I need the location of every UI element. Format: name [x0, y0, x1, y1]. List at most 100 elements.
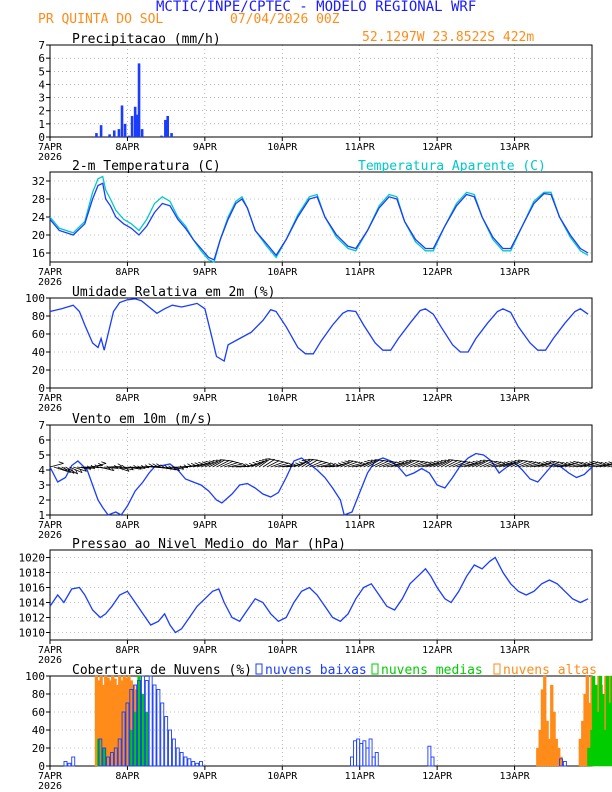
cloud-bar — [109, 752, 114, 767]
x-tick-year-label: 2026 — [38, 277, 62, 288]
cloud-bar — [199, 761, 203, 767]
wind-barb — [429, 461, 443, 468]
x-tick-label: 10APR — [267, 142, 298, 153]
wind-barb-head — [549, 460, 555, 463]
wind-barb-head — [437, 460, 443, 463]
cloud-bar — [102, 747, 107, 767]
wind-barb-head — [542, 461, 548, 464]
cloud-bar — [171, 738, 176, 767]
wind-barb-head — [364, 460, 370, 464]
wind-barb-head — [518, 459, 524, 462]
wind-barb-head — [321, 460, 327, 464]
wind-barb — [591, 463, 606, 468]
wind-barb — [409, 461, 424, 468]
x-tick-label: 12APR — [422, 771, 453, 782]
panel-title: Pressao ao Nivel Medio do Mar (hPa) — [72, 537, 346, 552]
precipitation-bar — [95, 133, 98, 137]
wind-barb-head — [562, 461, 568, 465]
wind-barb — [436, 460, 450, 468]
wind-barb — [584, 462, 598, 468]
wind-barb-head — [156, 463, 161, 467]
x-tick-label: 7APR — [38, 520, 63, 531]
wind-barb — [386, 462, 401, 468]
run-date-label: 07/04/2026 00Z — [230, 12, 340, 27]
wind-barb — [417, 462, 432, 468]
cloud-bar — [156, 689, 161, 767]
y-tick-label: 3 — [38, 479, 45, 492]
wind-barb — [425, 462, 439, 468]
wind-barb — [193, 462, 207, 468]
precipitation-bar — [117, 129, 121, 137]
cloud-bar — [183, 756, 188, 767]
legend-label: nuvens altas — [503, 663, 597, 678]
wind-barb-head — [511, 460, 517, 463]
precipitation-bar — [123, 123, 127, 137]
wind-barb-head — [325, 461, 331, 465]
cloud-bar — [164, 716, 169, 767]
y-tick-label: 1020 — [19, 552, 46, 565]
wind-barb — [73, 466, 87, 472]
wind-barb-head — [569, 461, 575, 464]
wind-barb — [80, 466, 95, 469]
wind-barb — [440, 459, 454, 468]
x-tick-label: 10APR — [267, 267, 298, 278]
wind-barb-head — [301, 460, 307, 462]
wind-barb-head — [581, 461, 587, 465]
wind-barb — [309, 460, 323, 468]
wind-barb-head — [194, 462, 200, 466]
x-tick-label: 10APR — [267, 520, 298, 531]
series-line — [49, 556, 589, 634]
wind-barb — [448, 460, 462, 468]
wind-barb-head — [491, 460, 497, 463]
wind-barb-head — [317, 460, 323, 462]
wind-barb-head — [503, 461, 509, 464]
wind-barb — [336, 461, 350, 468]
x-tick-label: 13APR — [500, 142, 531, 153]
wind-barb — [258, 458, 271, 468]
cloud-bar — [148, 675, 153, 767]
cloud-bar — [125, 702, 130, 767]
x-tick-label: 8APR — [115, 393, 140, 404]
wind-barb-head — [444, 459, 450, 462]
panel-title: Umidade Relativa em 2m (%) — [72, 285, 276, 300]
x-tick-label: 10APR — [267, 645, 298, 656]
wind-barb — [363, 460, 377, 468]
wind-barb — [537, 462, 552, 468]
cloud-bar — [152, 684, 157, 767]
wind-barb-head — [409, 459, 415, 462]
x-tick-label: 11APR — [345, 645, 376, 656]
y-tick-label: 0 — [38, 382, 45, 395]
precipitation-bar — [130, 115, 134, 137]
cloud-bar — [195, 762, 200, 767]
x-tick-year-label: 2026 — [38, 152, 62, 163]
x-tick-label: 13APR — [500, 520, 531, 531]
wind-barb-head — [406, 460, 412, 462]
y-tick-label: 6 — [38, 434, 45, 447]
y-tick-label: 1014 — [19, 597, 46, 610]
y-tick-label: 6 — [38, 52, 45, 65]
wind-barb-head — [97, 462, 103, 466]
wind-barb — [84, 466, 99, 469]
wind-barb — [526, 462, 540, 468]
cloud-bar — [106, 756, 111, 767]
wind-barb — [127, 466, 142, 470]
panel-title: Precipitacao (mm/h) — [72, 32, 221, 47]
y-tick-label: 20 — [32, 364, 45, 377]
wind-barb — [444, 460, 458, 468]
cloud-bar — [140, 675, 145, 767]
panel-title: 2-m Temperatura (C) — [72, 159, 221, 174]
precipitation-bar — [160, 135, 163, 137]
wind-barb — [131, 466, 146, 469]
wind-barb — [560, 462, 575, 468]
wind-barb-head — [58, 461, 64, 464]
wind-barb — [533, 462, 548, 468]
wind-barb-head — [274, 459, 280, 462]
wind-barb-head — [472, 460, 478, 464]
cloud-bar — [179, 752, 184, 767]
y-tick-label: 20 — [32, 229, 45, 242]
wind-barb — [367, 459, 380, 468]
wind-barb — [487, 462, 501, 468]
x-tick-year-label: 2026 — [38, 530, 62, 541]
wind-barb-head — [216, 459, 222, 462]
x-tick-label: 12APR — [422, 520, 453, 531]
